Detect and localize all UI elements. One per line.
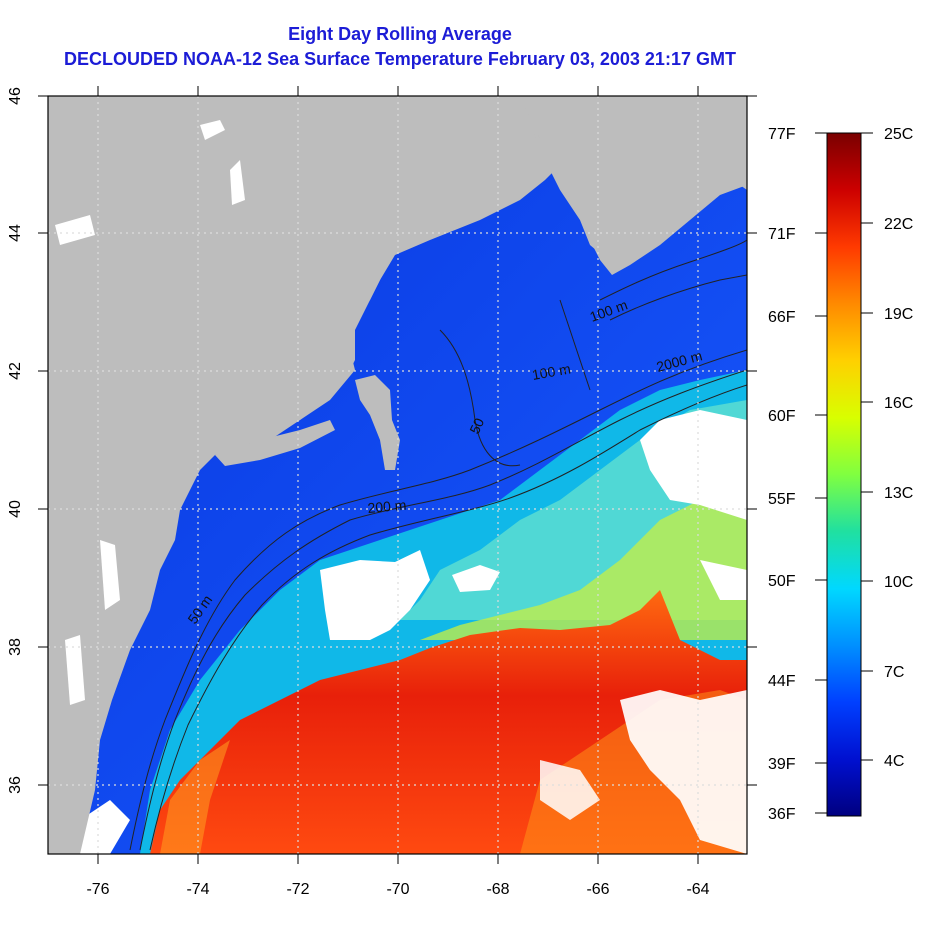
colorbar-fahrenheit-label: 66F [768,309,796,326]
colorbar-celsius-label: 25C [884,126,913,143]
lon-tick-label: -74 [186,881,209,898]
colorbar-fahrenheit-label: 39F [768,756,796,773]
colorbar-celsius-label: 4C [884,753,904,770]
lon-tick-label: -72 [286,881,309,898]
colorbar-fahrenheit-label: 55F [768,491,796,508]
colorbar-fahrenheit-label: 50F [768,573,796,590]
colorbar-celsius-label: 7C [884,664,904,681]
lat-tick-label: 40 [7,500,24,518]
north-america-coast [48,96,560,854]
colorbar-fahrenheit-label: 77F [768,126,796,143]
colorbar-fahrenheit-label: 60F [768,408,796,425]
lat-tick-label: 46 [7,87,24,105]
colorbar-celsius-label: 13C [884,485,913,502]
map-title-line2: DECLOUDED NOAA-12 Sea Surface Temperatur… [64,49,736,69]
lon-tick-label: -64 [686,881,709,898]
long-island [215,420,335,466]
lat-tick-label: 42 [7,362,24,380]
lon-tick-label: -76 [86,881,109,898]
cloud-patch [320,550,430,640]
nova-scotia [520,96,747,275]
colorbar-fahrenheit-label: 36F [768,806,796,823]
lat-tick-label: 38 [7,638,24,656]
colorbar-fahrenheit-label: 44F [768,673,796,690]
lat-tick-label: 44 [7,224,24,242]
contour-label-50: 50 [466,415,487,436]
colorbar-celsius-label: 19C [884,306,913,323]
colorbar-celsius-label: 16C [884,395,913,412]
contour-label-100m-b: 100 m [531,360,572,383]
lon-tick-label: -68 [486,881,509,898]
map-plot-area: 50 m 200 m 100 m 2000 m 50 100 m [48,96,747,854]
lat-lon-grid [48,96,747,854]
map-title-line1: Eight Day Rolling Average [288,24,512,44]
lat-tick-label: 36 [7,776,24,794]
colorbar-fahrenheit-label: 71F [768,226,796,243]
lon-tick-label: -66 [586,881,609,898]
cape-cod [355,375,400,470]
lon-tick-label: -70 [386,881,409,898]
colorbar-celsius-label: 10C [884,574,913,591]
colorbar-celsius-label: 22C [884,216,913,233]
color-scale-bar [826,132,862,817]
contour-label-200m: 200 m [367,497,407,516]
